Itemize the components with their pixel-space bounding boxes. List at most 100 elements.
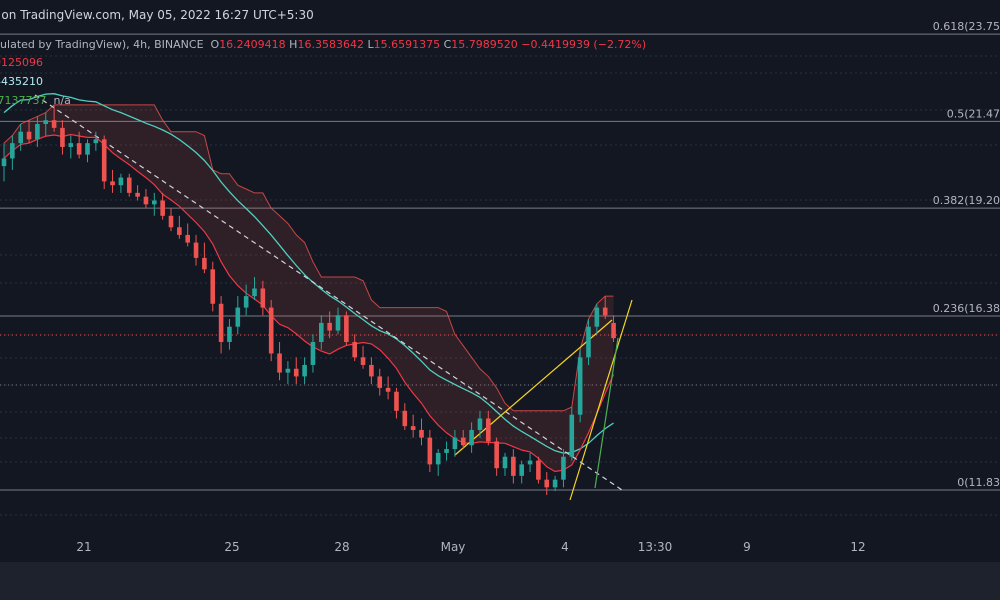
x-tick-label: 9 — [743, 540, 751, 554]
candle — [152, 192, 157, 216]
candle-body — [385, 387, 391, 392]
candle — [502, 452, 508, 476]
legend-high: 16.3583642 — [297, 38, 364, 51]
candle-body — [527, 460, 533, 465]
candle — [160, 192, 165, 220]
legend-c-label: C — [443, 38, 452, 51]
candle-body — [519, 464, 524, 476]
candle — [185, 223, 190, 247]
candle — [394, 387, 399, 419]
candle — [310, 334, 316, 373]
candle — [385, 376, 391, 400]
candle-body — [477, 418, 483, 430]
candle-body — [101, 139, 107, 182]
ma1-legend: 0125096 — [0, 56, 43, 69]
candle-body — [611, 322, 616, 339]
candle-body — [310, 342, 316, 365]
candle-body — [544, 479, 550, 488]
published-text: d on TradingView.com, May 05, 2022 16:27… — [0, 8, 314, 22]
candle — [285, 361, 291, 385]
fib-label-0: 0(11.83 — [957, 476, 1000, 489]
candle-body — [452, 437, 458, 450]
candle-body — [460, 437, 466, 446]
candle-body — [260, 288, 266, 308]
candle — [494, 437, 499, 476]
candle — [360, 345, 366, 369]
candle — [126, 173, 132, 197]
candle-body — [435, 452, 441, 465]
candle — [519, 460, 524, 484]
candle-body — [126, 177, 132, 193]
legend-o-label: O — [210, 38, 220, 51]
candle — [118, 173, 124, 193]
fib-label-0.382: 0.382(19.20 — [933, 194, 1000, 207]
candle — [218, 296, 224, 354]
candle-body — [93, 139, 99, 144]
legend-h-label: H — [289, 38, 298, 51]
candle — [452, 429, 458, 457]
legend-change: −0.4419939 (−2.72%) — [521, 38, 647, 51]
candle-body — [427, 437, 433, 465]
candle — [402, 403, 408, 430]
wedge-lower-line — [569, 299, 633, 501]
candle-body — [85, 143, 90, 155]
candle — [377, 368, 383, 396]
candle — [60, 120, 65, 155]
candle — [68, 135, 74, 159]
candle-body — [10, 143, 15, 159]
candle-body — [277, 353, 282, 373]
candle-body — [319, 322, 324, 343]
candle — [352, 334, 357, 362]
fib-label-0.618: 0.618(23.75 — [933, 20, 1000, 33]
candle-body — [18, 131, 23, 144]
trendlines — [34, 94, 633, 501]
candle — [569, 407, 575, 461]
candle — [427, 429, 433, 473]
candle — [135, 185, 140, 201]
candle — [85, 139, 90, 163]
candle-body — [502, 456, 508, 469]
candle — [193, 234, 199, 266]
fib-label-0.236: 0.236(16.38 — [933, 302, 1000, 315]
candle — [10, 135, 15, 170]
candle — [1, 143, 7, 182]
candle — [51, 104, 57, 132]
candle — [110, 169, 115, 193]
candle-body — [193, 242, 199, 258]
fib-label-0.5: 0.5(21.47 — [947, 107, 1000, 120]
x-tick-label: 28 — [334, 540, 349, 554]
chart-grid — [0, 55, 1000, 516]
candle — [335, 307, 341, 335]
candle — [561, 449, 566, 488]
candle — [252, 276, 257, 300]
candles — [1, 104, 616, 495]
candle-body — [1, 158, 7, 167]
candle-body — [235, 307, 241, 327]
candle — [319, 315, 324, 350]
candle — [344, 311, 349, 346]
candle — [527, 452, 533, 473]
legend-low: 15.6591375 — [373, 38, 441, 51]
candle — [210, 261, 216, 312]
legend-close: 15.7989520 — [451, 38, 518, 51]
candle-body — [60, 127, 65, 147]
candle — [101, 135, 107, 190]
x-tick-label: 13:30 — [638, 540, 673, 554]
ma2-value: 4435210 — [0, 75, 43, 88]
candle-body — [51, 120, 57, 128]
candle — [602, 296, 608, 320]
candle-body — [511, 456, 516, 476]
candle — [577, 349, 583, 423]
fibonacci-levels: 0.786(26.990.702(25.370.618(23.750.5(21.… — [0, 20, 1000, 491]
candle-body — [586, 326, 591, 358]
ohlc-legend: culated by TradingView), 4h, BINANCE O16… — [0, 38, 646, 51]
candle-body — [352, 342, 357, 358]
candle-body — [486, 418, 491, 442]
candle-body — [118, 177, 124, 186]
candle-body — [185, 234, 190, 243]
candle — [460, 429, 466, 450]
candlestick-chart[interactable]: 0.786(26.990.702(25.370.618(23.750.5(21.… — [0, 0, 1000, 562]
candle-body — [110, 181, 115, 186]
candle-body — [302, 364, 307, 377]
candle — [168, 208, 174, 232]
